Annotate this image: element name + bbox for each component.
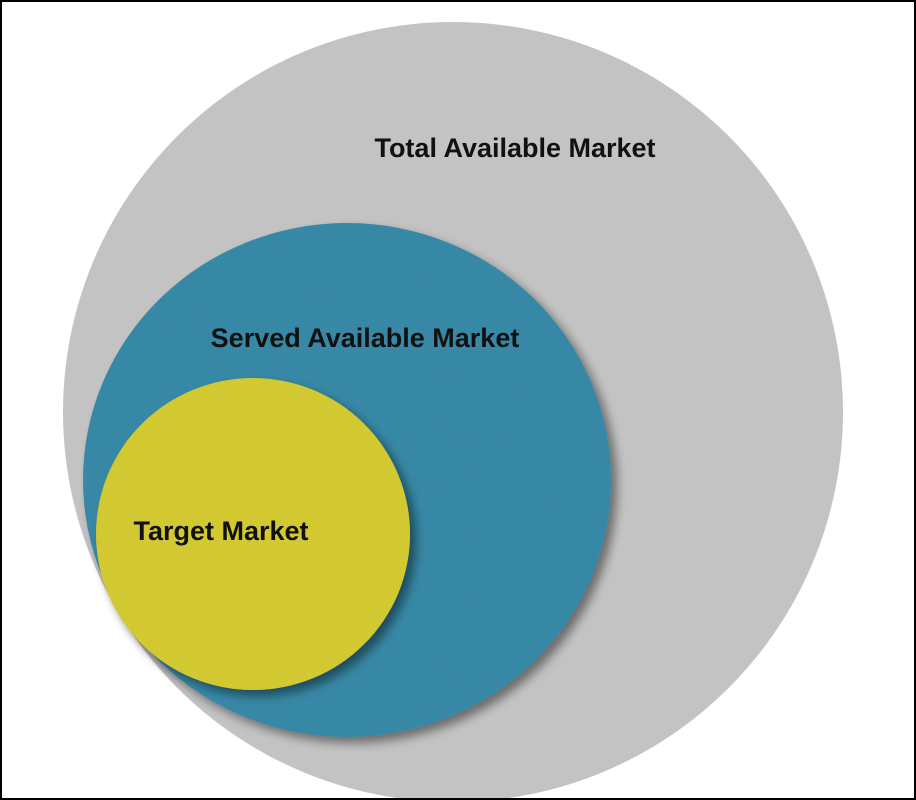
- target-market-circle: [96, 378, 410, 690]
- total-market-label: Total Available Market: [374, 133, 655, 163]
- served-market-label: Served Available Market: [211, 323, 520, 353]
- target-group: [96, 378, 410, 690]
- circles: [63, 22, 843, 798]
- target-market-label: Target Market: [133, 516, 308, 546]
